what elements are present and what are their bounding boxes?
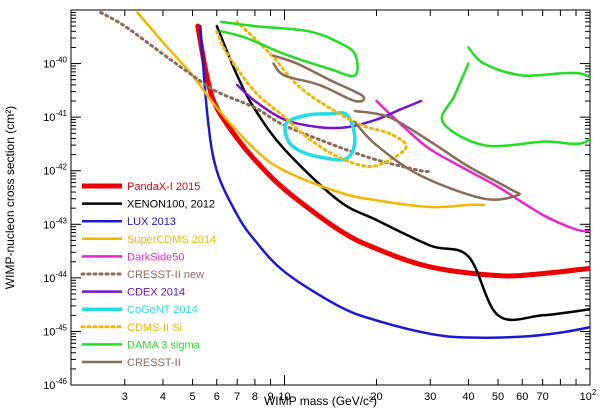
series-dama-3-sigma-high-mass <box>440 46 590 148</box>
legend: PandaX-I 2015 XENON100, 2012 LUX 2013 Super… <box>80 181 216 369</box>
series-layer <box>99 11 590 339</box>
x-tick-label: 10 <box>278 391 290 403</box>
y-axis-title: WIMP-nucleon cross section (cm²) <box>3 106 17 289</box>
x-tick-label: 5 <box>189 391 195 403</box>
x-tick-label: 50 <box>492 391 504 403</box>
legend-label-cdex-2014: CDEX 2014 <box>127 287 185 299</box>
x-axis-ticks: 3 4 5 6 7 8 9 10 20 30 40 50 60 70 102 <box>70 10 597 403</box>
series-cresst-ii-new <box>99 11 432 173</box>
x-tick-label: 60 <box>516 391 528 403</box>
series-darkside50 <box>375 99 590 233</box>
legend-label-cogent-2014: CoGeNT 2014 <box>127 304 198 316</box>
series-cresst-ii <box>272 54 366 103</box>
x-tick-label: 6 <box>214 391 220 403</box>
y-tick-label: 10-41 <box>43 109 67 124</box>
y-tick-label: 10-46 <box>43 377 67 392</box>
series-dama-3-sigma <box>219 20 359 78</box>
series-cdms-ii-si <box>215 20 408 168</box>
series-lux-2013 <box>199 24 590 339</box>
y-tick-label: 10-42 <box>43 163 67 178</box>
y-tick-label: 10-40 <box>43 56 67 71</box>
series-cogent-2014 <box>283 111 357 162</box>
x-tick-label: 8 <box>252 391 258 403</box>
x-tick-label: 4 <box>160 391 166 403</box>
legend-label-supercdms-2014: SuperCDMS 2014 <box>127 234 216 246</box>
x-tick-label: 40 <box>462 391 474 403</box>
legend-label-cresst-ii: CRESST-II <box>127 357 181 369</box>
y-tick-label: 10-43 <box>43 216 67 231</box>
plot-frame <box>70 9 591 386</box>
x-tick-label: 30 <box>424 391 436 403</box>
legend-label-cdms-ii-si: CDMS-II Si <box>127 322 182 334</box>
x-tick-label: 3 <box>122 391 128 403</box>
x-tick-label: 7 <box>234 391 240 403</box>
legend-label-dama-3-sigma: DAMA 3 sigma <box>127 339 201 351</box>
series-cdex-2014 <box>235 83 423 130</box>
legend-label-lux-2013: LUX 2013 <box>127 216 176 228</box>
x-axis-title: WIMP mass (GeV/c²) <box>264 394 377 408</box>
y-axis-ticks: 10-46 10-45 10-44 10-43 10-42 10-41 10-40 <box>43 9 590 392</box>
x-tick-label: 70 <box>537 391 549 403</box>
series-xenon100-2012 <box>215 24 590 322</box>
x-tick-label: 20 <box>370 391 382 403</box>
series-cresst-ii-lower <box>353 109 521 201</box>
x-tick-label: 102 <box>580 388 597 403</box>
y-tick-label: 10-44 <box>43 270 67 285</box>
series-supercdms-2014 <box>136 11 486 209</box>
legend-label-xenon100-2012: XENON100, 2012 <box>127 199 215 211</box>
legend-label-cresst-ii-new: CRESST-II new <box>127 269 204 281</box>
x-tick-label: 9 <box>267 391 273 403</box>
legend-label-pandax-i-2015: PandaX-I 2015 <box>127 181 200 193</box>
legend-label-darkside50: DarkSide50 <box>127 251 184 263</box>
y-tick-label: 10-45 <box>43 323 67 338</box>
